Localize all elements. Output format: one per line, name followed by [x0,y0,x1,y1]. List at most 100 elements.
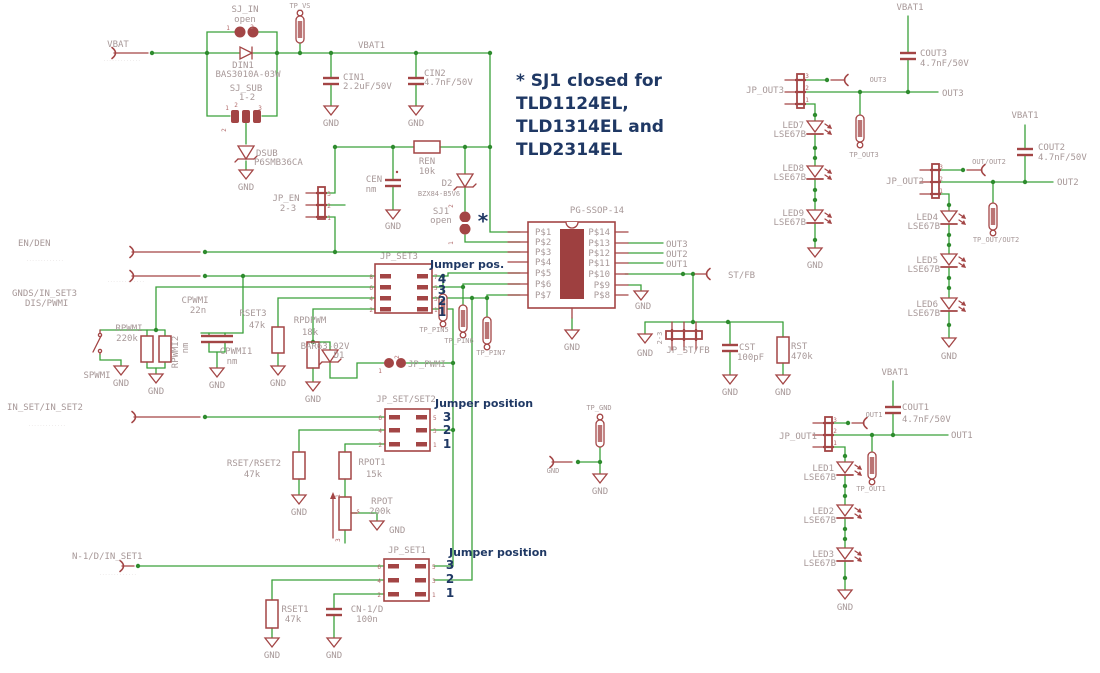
label-cout2-185: COUT2 [1038,143,1065,153]
led-led3[interactable] [836,547,863,563]
label-3-190: 3 [939,164,943,171]
capacitor-cpwmi[interactable] [201,334,217,344]
testpoint-tp-pin6[interactable] [458,304,468,339]
testpoint-tp-out-out2[interactable] [988,202,998,237]
label-tp-pin5-86: TP_PIN5 [419,326,449,334]
resistor-rpot1[interactable] [338,451,352,480]
resistor-rset-rset2[interactable] [292,451,306,480]
potentiometer-rpot[interactable] [330,492,358,539]
led-led1[interactable] [836,461,863,477]
label-out3-174: OUT3 [870,76,887,84]
led-led2[interactable] [836,504,863,520]
jumper-block-jp-set3[interactable] [374,263,433,314]
capacitor-cin2[interactable] [408,76,424,86]
stub-out-out2[interactable] [966,163,986,177]
port-gnd-tp-gnd[interactable] [549,455,573,469]
jumper-block-jp-set-set2[interactable] [384,408,431,452]
label-3-83: 3 [438,283,446,297]
led-led7[interactable] [806,120,833,136]
resistor-rpwmi[interactable] [140,335,154,363]
label-jp-en-29: JP_EN [272,194,299,204]
jumper-jp-st-fb[interactable] [665,321,703,351]
label-gnd-96: GND [113,379,129,389]
label-200k-131: 200k [369,507,391,517]
label-gnd-183: GND [807,261,823,271]
label-gnd-25: GND [323,119,339,129]
diode-din1[interactable] [239,45,254,61]
solder-jumper-sj-in[interactable] [234,25,259,39]
wires-layer [99,15,1054,639]
label-220k-92: 220k [116,334,138,344]
switch-spwmi[interactable] [92,329,103,355]
port-en-den[interactable] [129,245,201,259]
led-led4[interactable] [940,210,967,226]
label-rpot-130: RPOT [371,497,393,507]
jumper-jp-en[interactable] [305,186,327,220]
jumper-block-jp-set1[interactable] [383,558,430,602]
capacitor-cn-1-d[interactable] [326,607,342,617]
solder-jumper-sj1[interactable] [459,211,471,235]
capacitor-cen[interactable] [385,170,401,188]
resistor-rset3[interactable] [271,326,285,354]
label-spwmi-95: SPWMI [83,371,110,381]
label-gnd-156: GND [547,467,560,475]
label-2-18: 2 [221,128,228,132]
port-gnds-in-set3[interactable] [129,269,201,283]
label-p-8-60: P$8 [594,291,610,301]
label-2-16: 2 [234,102,238,109]
label-2-111: 2 [394,355,401,359]
label-out-out2-187: OUT/OUT2 [972,158,1006,166]
capacitor-cpwmi1[interactable] [217,334,233,344]
label-dis-pwmi-70: DIS/PWMI [25,299,68,309]
label-cst-161: CST [739,343,756,353]
capacitor-cst[interactable] [722,343,738,353]
testpoint-tp-out3[interactable] [855,114,865,149]
capacitor-cin1[interactable] [323,76,339,86]
label-txt-68: ············· [26,258,64,263]
stub-out1[interactable] [851,416,868,430]
label-jp-set1-138: JP_SET1 [388,546,426,556]
label-1-45: 1 [448,241,455,245]
capacitor-cout1[interactable] [885,405,901,415]
label-1-80: 1 [434,307,438,314]
label-gnds-in-set3-69: GNDS/IN_SET3 [12,289,77,299]
solder-jumper-jp-pwmi[interactable] [384,357,406,369]
label-2-172: 2 [805,85,809,92]
port-vbat[interactable] [111,46,149,60]
ic-pg-ssop-14[interactable] [507,221,629,319]
capacitor-cout2[interactable] [1017,147,1033,157]
solder-jumper-sj-sub[interactable] [231,110,261,123]
testpoint-tp-gnd[interactable] [595,413,605,448]
stub-st-fb[interactable] [694,267,711,281]
label-jp-st-fb-158: JP_ST/FB [666,346,709,356]
label-2-191: 2 [939,176,943,183]
diode-d1-bar63[interactable] [318,349,342,366]
jumper-jp-out1[interactable] [812,416,834,452]
led-led5[interactable] [940,253,967,269]
led-led9[interactable] [806,209,833,225]
label-1-148: 1 [446,586,454,600]
testpoint-tp-pin7[interactable] [482,316,492,351]
jumper-jp-out2[interactable] [919,163,941,199]
label-p-6-52: P$6 [535,280,551,290]
port-in-set-in-set2[interactable] [131,410,201,424]
label-cpwmi1-99: CPWMI1 [220,347,253,357]
jumper-jp-out3[interactable] [784,73,806,109]
led-led6[interactable] [940,297,967,313]
capacitor-cout3[interactable] [900,51,916,61]
testpoint-tp-vs[interactable] [295,9,305,44]
resistor-rpwmi2[interactable] [158,335,172,363]
port-n-1-d-in-set1[interactable] [119,559,135,573]
label-tld2314el-3: TLD2314EL [516,140,622,160]
resistor-ren[interactable] [413,140,441,154]
led-led8[interactable] [806,165,833,181]
resistor-rst[interactable] [776,336,790,364]
label-3-122: 3 [443,410,451,424]
stub-out3[interactable] [830,73,849,87]
diode-d2[interactable] [453,173,477,191]
resistor-rpdpwm[interactable] [306,341,320,369]
diode-dsub[interactable] [234,145,258,163]
resistor-rset1[interactable] [265,599,279,629]
testpoint-tp-out1[interactable] [867,451,877,486]
label-2-32: 2 [327,203,331,210]
